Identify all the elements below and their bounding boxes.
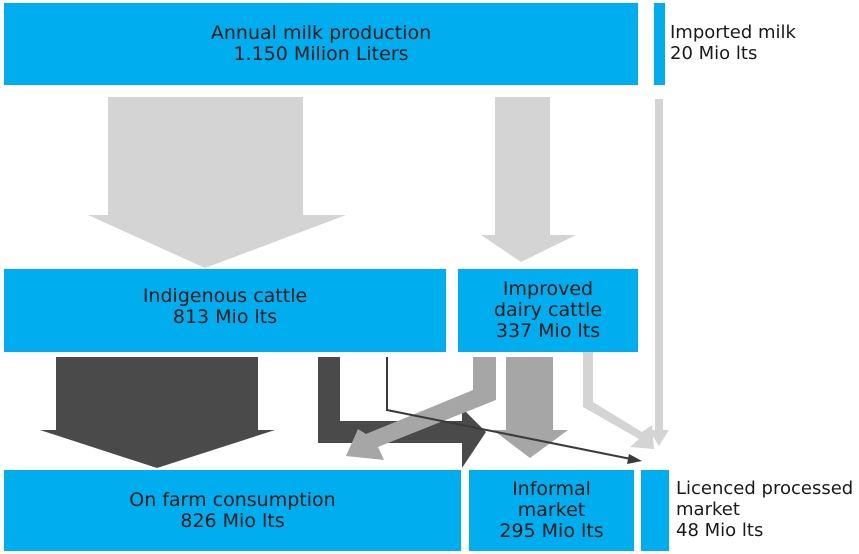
node-annual-production: Annual milk production 1.150 Milion Lite… (4, 3, 638, 85)
flow-imported-to-licenced (649, 99, 669, 446)
node-licenced-processed-market: Licenced processed market 48 Mio lts (676, 478, 853, 541)
node-imported-milk: Imported milk 20 Mio lts (670, 22, 796, 64)
node-annual-production-value: 1.150 Milion Liters (233, 43, 409, 65)
node-indigenous-title: Indigenous cattle (142, 284, 308, 307)
flow-improved-to-informal (493, 357, 568, 458)
node-licenced-subtitle: market (676, 499, 740, 520)
node-imported-value: 20 Mio lts (670, 43, 758, 64)
node-informal-subtitle: market (517, 499, 586, 521)
node-licenced-value: 48 Mio lts (676, 520, 764, 541)
node-improved-value: 337 Mio lts (495, 320, 601, 342)
node-imported-title: Imported milk (670, 22, 796, 43)
node-annual-production-title: Annual milk production (210, 22, 432, 44)
node-licenced-bar (641, 470, 669, 551)
node-onfarm-title: On farm consumption (129, 488, 336, 511)
flow-improved-to-onfarm (346, 357, 496, 460)
node-imported-bar (654, 3, 665, 85)
node-onfarm-value: 826 Mio lts (180, 509, 285, 532)
flow-indigenous-to-onfarm (40, 357, 275, 468)
flow-improved-to-licenced (583, 352, 654, 449)
node-indigenous-value: 813 Mio lts (172, 305, 278, 328)
node-informal-value: 295 Mio lts (499, 520, 604, 542)
node-informal-title: Informal (512, 478, 591, 500)
node-improved-subtitle: dairy cattle (493, 299, 603, 321)
node-indigenous-cattle: Indigenous cattle 813 Mio lts (4, 269, 446, 352)
flow-indigenous-to-licenced (386, 357, 632, 460)
node-improved-title: Improved (502, 278, 594, 300)
node-licenced-title: Licenced processed (676, 478, 854, 499)
flow-production-to-improved (481, 97, 576, 262)
node-on-farm-consumption: On farm consumption 826 Mio lts (4, 470, 461, 551)
node-informal-market: Informal market 295 Mio lts (469, 470, 634, 551)
flow-production-to-indigenous (88, 97, 346, 268)
node-improved-dairy-cattle: Improved dairy cattle 337 Mio lts (458, 269, 638, 352)
flow-indigenous-to-licenced-head (627, 454, 642, 464)
